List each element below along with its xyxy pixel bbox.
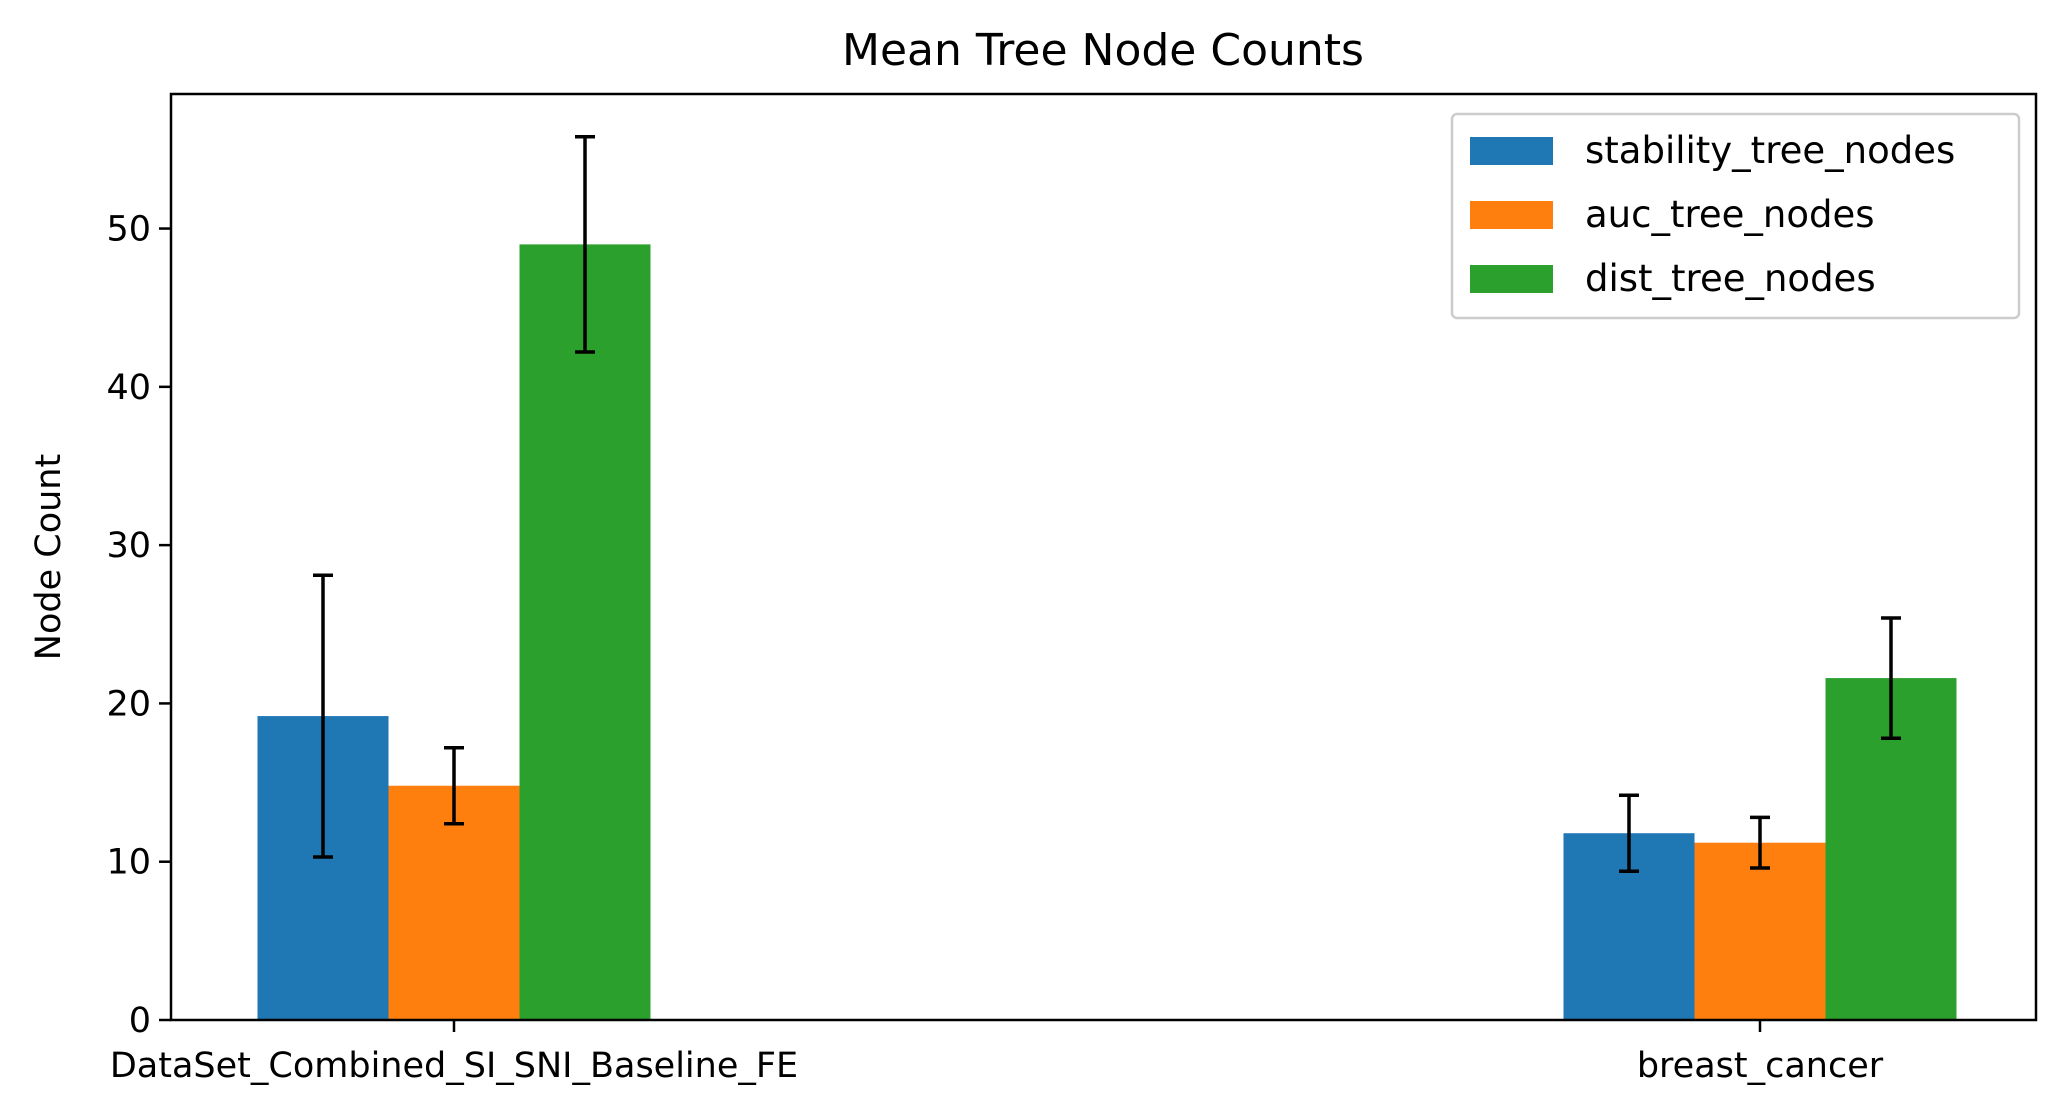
legend-swatch-auc_tree_nodes: [1470, 201, 1553, 229]
y-axis-label: Node Count: [29, 454, 69, 660]
legend: stability_tree_nodes auc_tree_nodes dist_t…: [1450, 112, 2021, 320]
x-tick-label: breast_cancer: [1637, 1046, 1884, 1086]
y-tick-label: 10: [106, 843, 151, 883]
error-bar-dist_tree_nodes-1: [1881, 616, 1901, 740]
bars-layer: [257, 244, 1957, 1020]
legend-label-dist_tree_nodes: dist_tree_nodes: [1585, 257, 1876, 300]
legend-label-auc_tree_nodes: auc_tree_nodes: [1585, 193, 1875, 236]
error-bars-layer: [313, 134, 1901, 873]
bar-auc_tree_nodes-1: [1694, 842, 1826, 1020]
y-tick-label: 50: [106, 210, 151, 250]
chart-title: Mean Tree Node Counts: [842, 25, 1364, 76]
error-bar-stability_tree_nodes-1: [1619, 793, 1639, 873]
legend-box: [1450, 112, 2021, 320]
y-tick-label: 40: [106, 368, 151, 408]
error-bar-dist_tree_nodes-0: [575, 134, 595, 354]
error-bar-auc_tree_nodes-0: [444, 745, 464, 826]
x-axis: DataSet_Combined_SI_SNI_Baseline_FE breas…: [110, 1020, 1884, 1086]
legend-swatch-stability_tree_nodes: [1470, 137, 1553, 165]
y-tick-label: 20: [106, 684, 151, 724]
error-bar-auc_tree_nodes-1: [1750, 815, 1770, 870]
bar-dist_tree_nodes-0: [519, 244, 651, 1020]
y-tick-label: 0: [129, 1001, 151, 1041]
legend-label-stability_tree_nodes: stability_tree_nodes: [1585, 129, 1955, 172]
y-axis: 0 10 20 30 40 50: [106, 210, 171, 1041]
x-tick-label: DataSet_Combined_SI_SNI_Baseline_FE: [110, 1046, 798, 1086]
error-bar-stability_tree_nodes-0: [313, 573, 333, 859]
plot-area-frame: [169, 92, 2038, 1022]
legend-swatch-dist_tree_nodes: [1470, 265, 1553, 293]
y-tick-label: 30: [106, 526, 151, 566]
